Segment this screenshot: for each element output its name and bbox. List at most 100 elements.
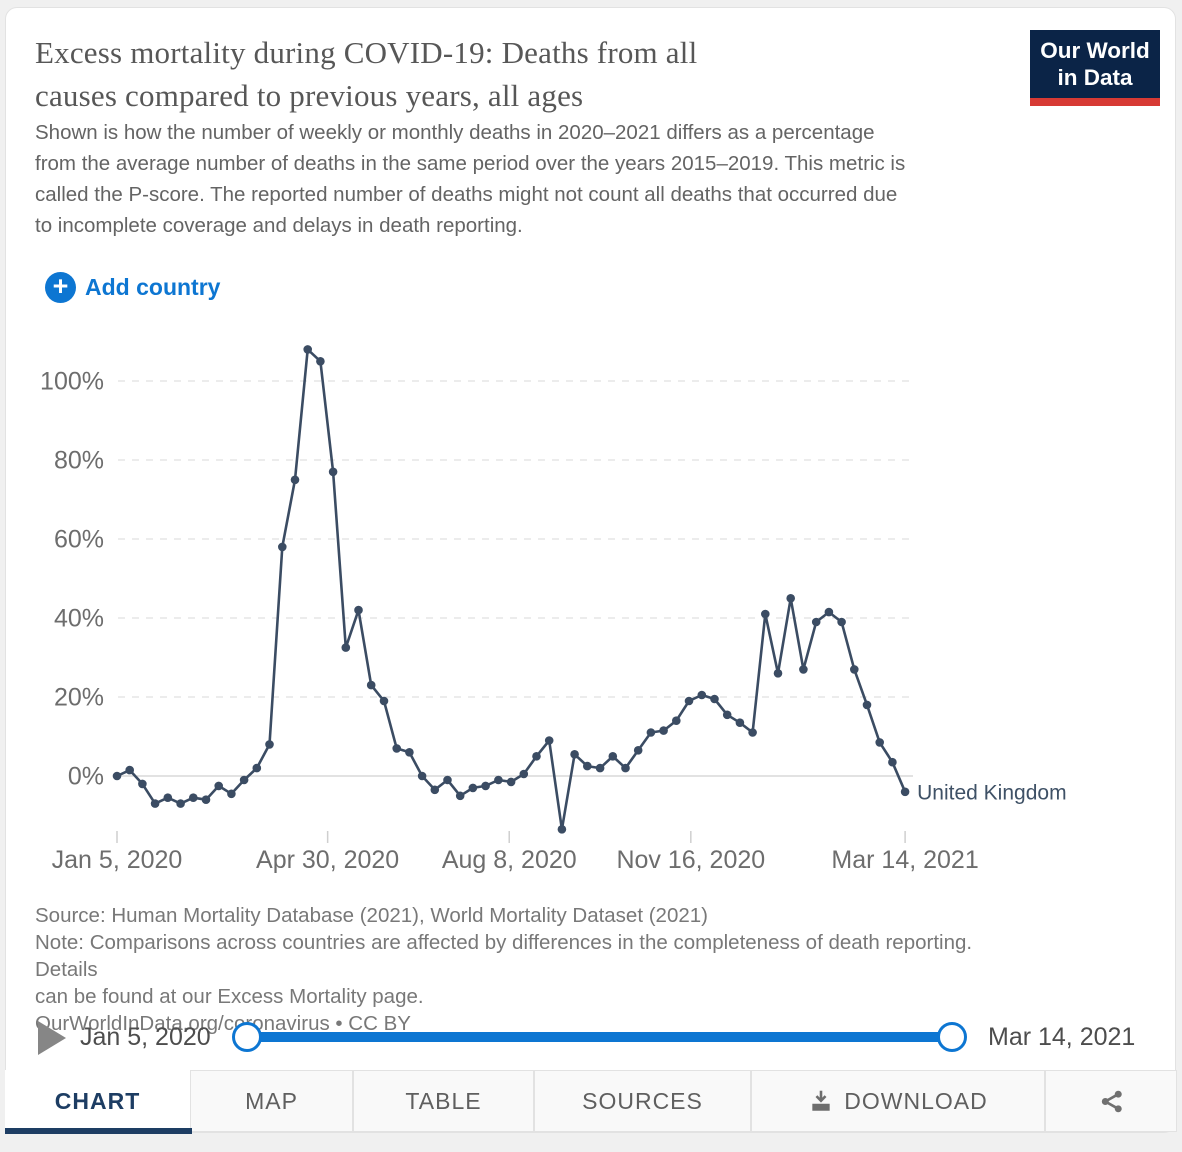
data-point[interactable] [837, 617, 846, 627]
data-point[interactable] [316, 357, 325, 366]
data-point[interactable] [163, 793, 173, 802]
data-point[interactable] [532, 752, 541, 761]
data-point[interactable] [570, 750, 579, 759]
data-point[interactable] [443, 775, 452, 785]
play-button[interactable] [38, 1021, 66, 1055]
series-end-label: United Kingdom [917, 781, 1066, 804]
timeline-end-handle[interactable] [937, 1022, 967, 1052]
data-point[interactable] [697, 690, 707, 700]
data-point[interactable] [201, 795, 211, 804]
data-point[interactable] [506, 777, 516, 787]
data-point[interactable] [328, 467, 338, 477]
data-point[interactable] [811, 617, 821, 627]
x-axis-tick-label: Apr 30, 2020 [256, 846, 399, 874]
data-point[interactable] [252, 763, 262, 773]
details-link[interactable]: Details [35, 958, 98, 981]
data-point[interactable] [150, 799, 160, 808]
data-point[interactable] [112, 771, 122, 781]
data-point[interactable] [303, 345, 313, 354]
data-point[interactable] [799, 665, 808, 674]
chart-subtitle: Shown is how the number of weekly or mon… [35, 117, 1105, 241]
timeline-slider-track[interactable] [247, 1032, 952, 1042]
data-point[interactable] [278, 542, 287, 552]
data-point[interactable] [748, 728, 757, 737]
y-axis-tick-label: 100% [40, 368, 104, 396]
data-point[interactable] [379, 696, 389, 706]
timeline-start-handle[interactable] [232, 1022, 262, 1052]
y-axis-tick-label: 80% [54, 447, 104, 475]
data-point[interactable] [722, 710, 732, 720]
data-point[interactable] [633, 746, 643, 755]
data-point[interactable] [392, 744, 402, 753]
data-point[interactable] [659, 726, 668, 735]
owid-logo-line2: in Data [1057, 65, 1133, 90]
data-point[interactable] [468, 783, 478, 793]
subtitle-line: from the average number of deaths in the… [35, 152, 906, 175]
tab-download[interactable]: DOWNLOAD [751, 1070, 1045, 1132]
data-point[interactable] [595, 763, 605, 773]
owid-logo-red-bar [1030, 98, 1160, 106]
data-point[interactable] [672, 716, 681, 725]
data-point[interactable] [875, 738, 884, 747]
data-point[interactable] [366, 680, 376, 690]
download-icon [808, 1088, 834, 1114]
data-point[interactable] [850, 665, 859, 674]
page-title-line1: Excess mortality during COVID-19: Deaths… [35, 35, 698, 70]
data-point[interactable] [176, 799, 185, 808]
data-point[interactable] [125, 765, 134, 775]
data-point[interactable] [455, 791, 465, 801]
data-point[interactable] [227, 789, 236, 799]
page-title-line2: causes compared to previous years, all a… [35, 78, 584, 113]
note-line: Note: Comparisons across countries are a… [35, 931, 973, 954]
data-point[interactable] [417, 771, 427, 781]
owid-logo-box: Our World in Data [1030, 30, 1160, 98]
data-point[interactable] [761, 609, 770, 619]
tab-sources[interactable]: SOURCES [534, 1070, 751, 1132]
data-point[interactable] [354, 605, 363, 615]
data-point[interactable] [900, 787, 910, 797]
data-point[interactable] [824, 607, 834, 617]
data-point[interactable] [189, 793, 198, 802]
tab-download-label: DOWNLOAD [844, 1087, 988, 1114]
x-axis-tick-label: Mar 14, 2021 [831, 846, 978, 874]
data-point[interactable] [557, 825, 567, 834]
x-axis-tick-label: Jan 5, 2020 [52, 846, 183, 874]
data-point[interactable] [786, 594, 795, 603]
data-point[interactable] [494, 775, 503, 785]
data-point[interactable] [608, 752, 618, 761]
data-point[interactable] [544, 736, 554, 745]
data-point[interactable] [290, 475, 300, 485]
y-axis-tick-label: 60% [54, 526, 104, 554]
tab-chart[interactable]: CHART [5, 1070, 190, 1132]
tab-share[interactable] [1045, 1070, 1177, 1132]
data-point[interactable] [481, 781, 490, 791]
owid-logo[interactable]: Our World in Data [1030, 30, 1160, 106]
tab-map[interactable]: MAP [190, 1070, 353, 1132]
add-country-button[interactable]: + Add country [45, 272, 220, 303]
y-axis-tick-label: 0% [68, 763, 104, 791]
data-point[interactable] [621, 763, 630, 773]
data-point[interactable] [888, 757, 897, 767]
tab-table[interactable]: TABLE [353, 1070, 534, 1132]
share-icon [1098, 1088, 1125, 1115]
data-point[interactable] [138, 779, 147, 789]
data-point[interactable] [862, 700, 872, 710]
data-point[interactable] [214, 781, 223, 791]
data-point[interactable] [341, 643, 351, 652]
source-note: Source: Human Mortality Database (2021),… [35, 902, 1155, 1037]
tab-map-label: MAP [245, 1087, 298, 1114]
data-point[interactable] [519, 769, 529, 779]
y-axis-tick-label: 40% [54, 605, 104, 633]
chart-card [5, 7, 1176, 1133]
data-point[interactable] [646, 728, 656, 737]
data-point[interactable] [430, 785, 440, 795]
data-point[interactable] [710, 694, 719, 704]
data-point[interactable] [735, 718, 745, 727]
data-point[interactable] [265, 740, 274, 749]
data-point[interactable] [239, 775, 249, 785]
data-point[interactable] [684, 696, 694, 706]
data-point[interactable] [583, 761, 592, 771]
data-point[interactable] [405, 748, 414, 757]
data-point[interactable] [773, 669, 783, 678]
